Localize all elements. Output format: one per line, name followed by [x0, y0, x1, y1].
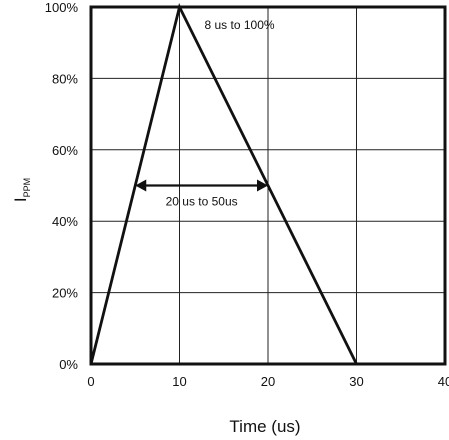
x-axis-label: Time (us) — [229, 417, 300, 436]
svg-text:IPPM: IPPM — [11, 178, 32, 202]
y-tick-label-5: 100% — [45, 0, 79, 15]
annotations: 8 us to 100% 20 us to 50us — [135, 18, 275, 209]
y-axis-label-group: IPPM — [11, 178, 32, 202]
plot-frame — [89, 5, 447, 366]
x-tick-label-1: 10 — [172, 374, 186, 389]
y-axis-label: I — [11, 197, 30, 202]
plot-border — [89, 5, 447, 366]
y-tick-label-0: 0% — [59, 357, 78, 372]
annotation-duration-label: 20 us to 50us — [166, 195, 238, 209]
grid — [91, 7, 445, 364]
y-tick-label-4: 80% — [52, 71, 78, 86]
y-tick-label-2: 40% — [52, 214, 78, 229]
x-tick-label-2: 20 — [261, 374, 275, 389]
y-tick-label-1: 20% — [52, 286, 78, 301]
annotation-arrow-head-left — [135, 179, 147, 192]
annotation-peak-label: 8 us to 100% — [205, 18, 275, 32]
x-tick-label-4: 40 — [438, 374, 449, 389]
tick-labels: 0 10 20 30 40 0% 20% 40% 60% 80% 100% — [45, 0, 449, 389]
annotation-arrow-head-right — [257, 179, 268, 192]
y-tick-label-3: 60% — [52, 143, 78, 158]
x-tick-label-0: 0 — [87, 374, 94, 389]
y-axis-label-subscript: PPM — [22, 178, 32, 198]
x-tick-label-3: 30 — [349, 374, 363, 389]
